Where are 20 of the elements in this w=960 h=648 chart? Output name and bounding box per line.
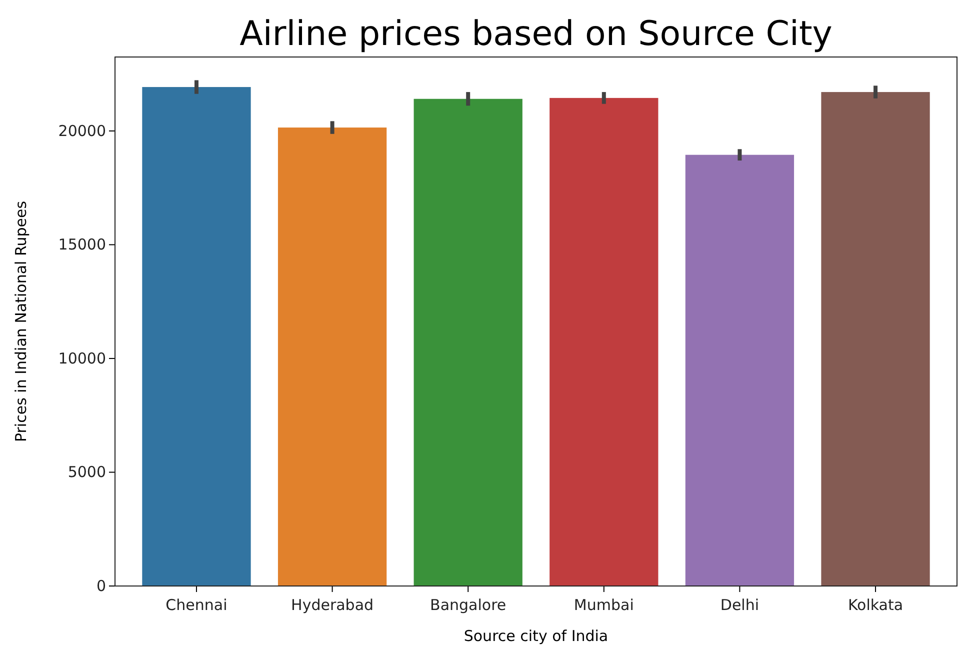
bar — [550, 98, 658, 586]
y-tick-label: 20000 — [58, 122, 106, 140]
y-tick-label: 5000 — [68, 463, 106, 482]
y-axis-title: Prices in Indian National Rupees — [12, 200, 30, 442]
x-tick-label: Delhi — [720, 596, 760, 614]
y-tick-label: 10000 — [58, 349, 106, 368]
y-tick-label: 15000 — [58, 236, 106, 254]
x-tick-label: Mumbai — [574, 596, 634, 614]
bar — [278, 128, 387, 586]
bar — [414, 98, 522, 586]
chart-title: Airline prices based on Source City — [240, 14, 832, 54]
bar — [142, 87, 251, 586]
x-tick-label: Hyderabad — [291, 596, 374, 614]
x-tick-label: Bangalore — [430, 596, 506, 614]
x-axis-title: Source city of India — [464, 627, 608, 645]
bar — [685, 154, 794, 586]
x-tick-label: Kolkata — [848, 596, 904, 614]
y-tick-label: 0 — [96, 576, 106, 595]
bar — [821, 92, 930, 586]
x-tick-label: Chennai — [166, 596, 228, 614]
